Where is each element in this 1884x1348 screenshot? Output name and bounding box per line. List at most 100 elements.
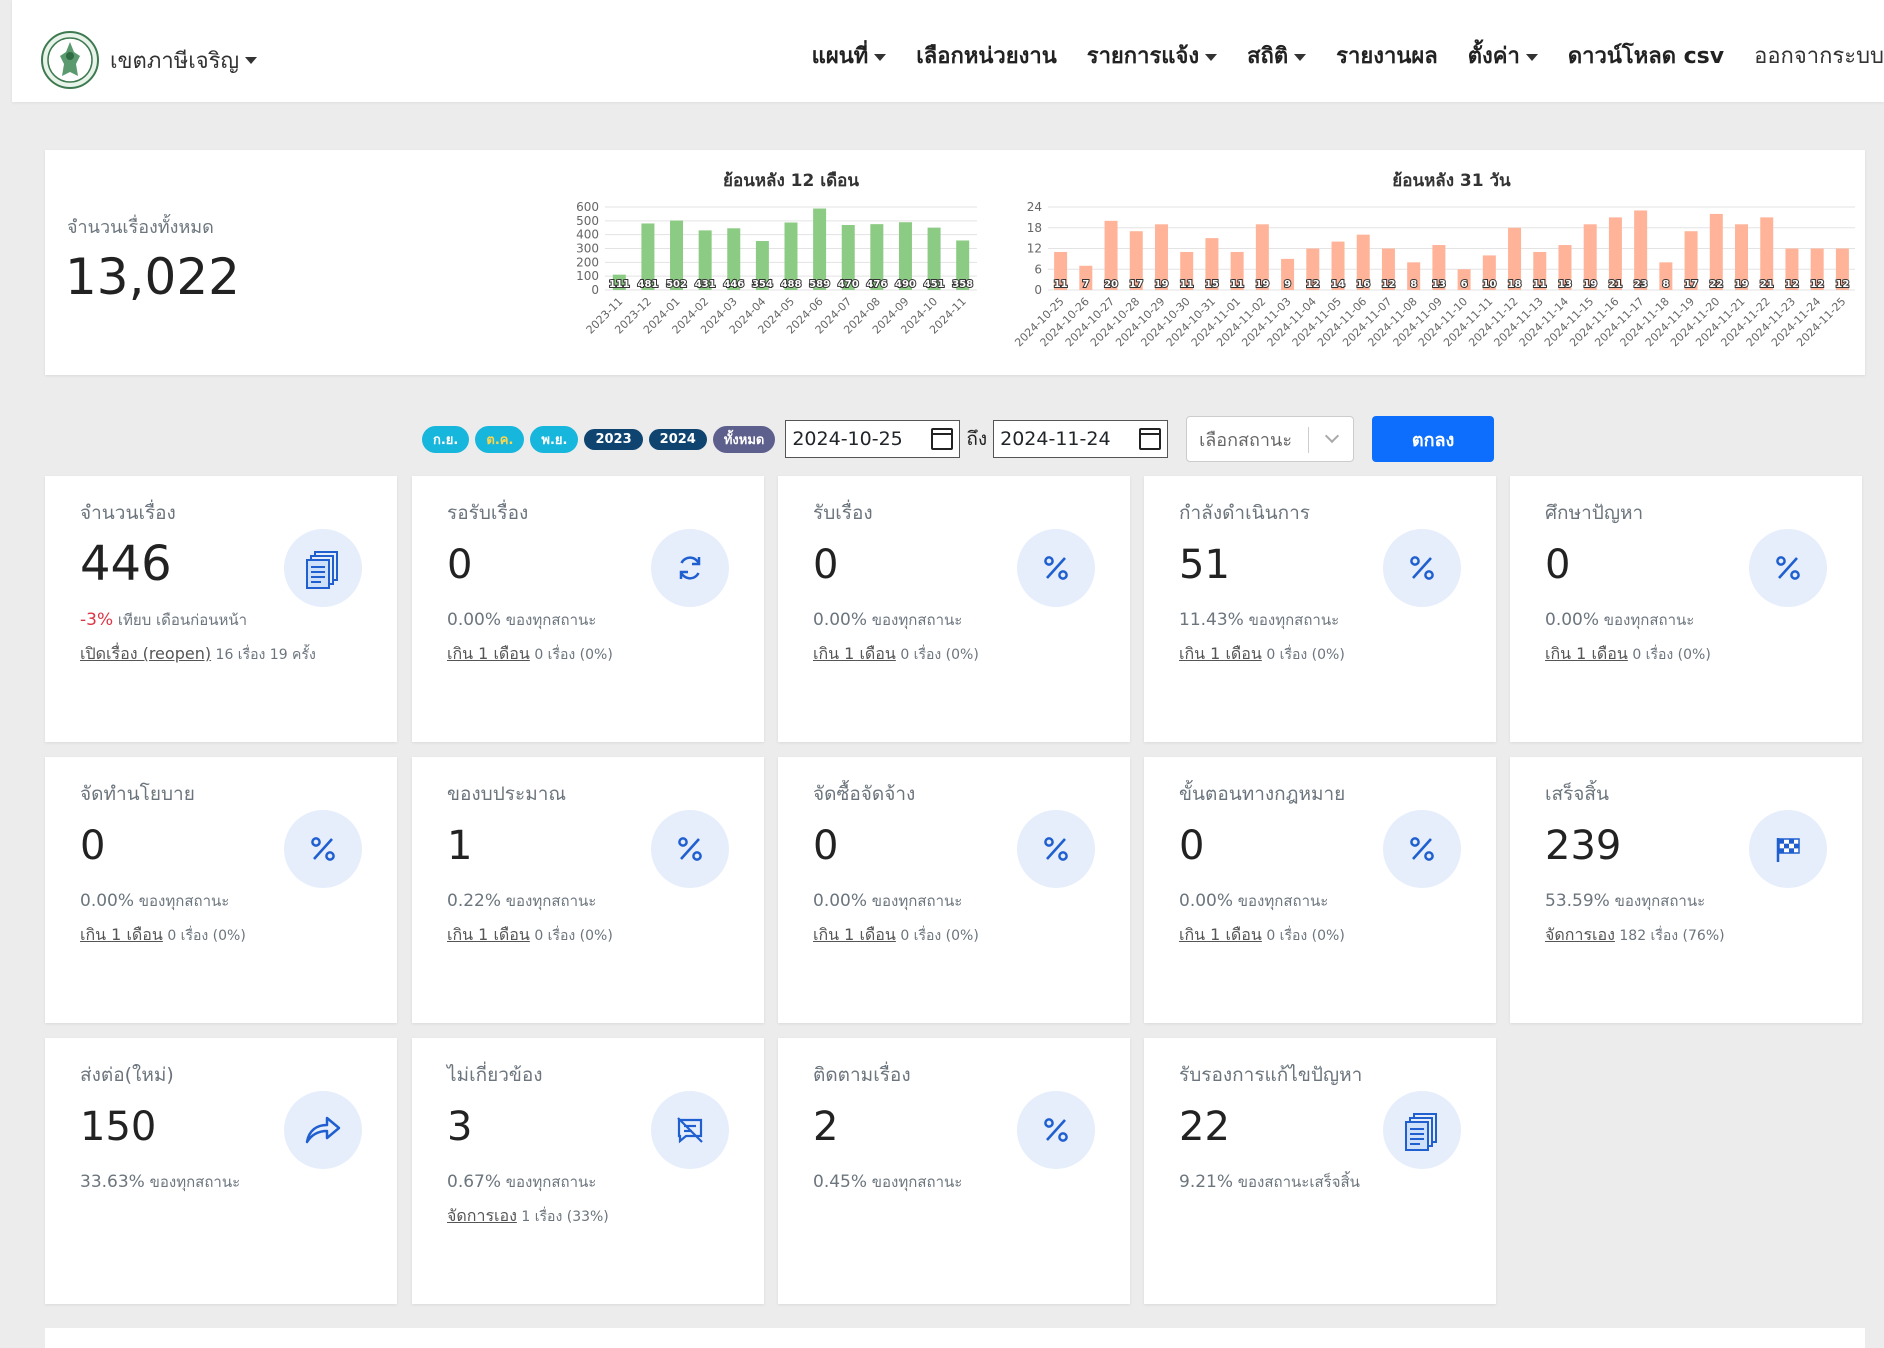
- menu-statistics[interactable]: สถิติ: [1247, 38, 1307, 73]
- brand-dropdown[interactable]: เขตภาษีเจริญ: [40, 30, 258, 90]
- filter-pill-nov[interactable]: พ.ย.: [530, 425, 579, 453]
- card-percent: 0.00% ของทุกสถานะ: [447, 608, 596, 632]
- filter-pill-2024[interactable]: 2024: [648, 428, 707, 450]
- data-label: 7: [1082, 279, 1089, 290]
- bar: [1432, 245, 1446, 290]
- percent-text: ของทุกสถานะ: [138, 892, 230, 910]
- bar: [1608, 217, 1622, 290]
- bar: [898, 222, 912, 290]
- card-value: 0: [813, 542, 839, 588]
- bar: [1508, 227, 1522, 290]
- data-label: 9: [1284, 279, 1291, 290]
- total-label: จำนวนเรื่องทั้งหมด: [67, 217, 214, 238]
- date-to-value: 2024-11-24: [1000, 428, 1111, 450]
- status-select-placeholder: เลือกสถานะ: [1199, 429, 1292, 451]
- calendar-icon[interactable]: [931, 428, 954, 450]
- percent-icon: [1749, 529, 1827, 607]
- date-to-input[interactable]: 2024-11-24: [993, 420, 1169, 458]
- bar: [727, 228, 741, 290]
- percent-text: ของทุกสถานะ: [149, 1173, 241, 1191]
- menu-settings[interactable]: ตั้งค่า: [1468, 38, 1538, 73]
- data-label: 12: [1785, 279, 1799, 290]
- card-detail-link[interactable]: เกิน 1 เดือน: [80, 925, 163, 944]
- data-label: 481: [637, 279, 658, 290]
- data-label: 111: [609, 279, 630, 290]
- card-detail-link[interactable]: จัดการเอง: [447, 1206, 517, 1225]
- percent-value: 0.00%: [1545, 610, 1600, 630]
- data-label: 502: [666, 279, 687, 290]
- status-select[interactable]: เลือกสถานะ: [1186, 416, 1355, 462]
- data-label: 490: [895, 279, 916, 290]
- bar: [1835, 248, 1849, 290]
- card-value: 2: [813, 1104, 839, 1150]
- chevron-down-icon: [1325, 428, 1340, 444]
- data-label: 22: [1709, 279, 1723, 290]
- bar: [1205, 238, 1219, 290]
- date-from-input[interactable]: 2024-10-25: [785, 420, 961, 458]
- bar: [1281, 258, 1295, 290]
- card-value: 0: [447, 542, 473, 588]
- main-menu: แผนที่ เลือกหน่วยงาน รายการแจ้ง สถิติ รา…: [782, 38, 1884, 73]
- percent-icon: [1383, 810, 1461, 888]
- percent-value: 33.63%: [80, 1172, 145, 1192]
- summary-panel: จำนวนเรื่องทั้งหมด 13,022 ย้อนหลัง 12 เด…: [45, 150, 1865, 375]
- data-label: 21: [1760, 279, 1774, 290]
- submit-button[interactable]: ตกลง: [1372, 416, 1495, 462]
- menu-results-report[interactable]: รายงานผล: [1336, 44, 1438, 69]
- bar: [1154, 224, 1168, 290]
- card-percent: 11.43% ของทุกสถานะ: [1179, 608, 1339, 632]
- card-title: ไม่เกี่ยวข้อง: [447, 1064, 543, 1086]
- filter-pill-2023[interactable]: 2023: [584, 428, 643, 450]
- card-value: 0: [80, 823, 106, 869]
- change-text: เทียบ เดือนก่อนหน้า: [117, 611, 248, 629]
- card-detail: เกิน 1 เดือน 0 เรื่อง (0%): [813, 923, 979, 948]
- card-detail-link[interactable]: เกิน 1 เดือน: [1179, 925, 1262, 944]
- data-label: 16: [1356, 279, 1370, 290]
- card-detail-text: 0 เรื่อง (0%): [1266, 647, 1345, 663]
- bar: [1760, 217, 1774, 290]
- chart-title: ย้อนหลัง 12 เดือน: [723, 170, 859, 191]
- stat-card: รับรองการแก้ไขปัญหา 22 9.21% ของสถานะเสร็จ…: [1144, 1038, 1496, 1304]
- y-tick-label: 24: [1027, 200, 1042, 214]
- card-detail-link[interactable]: เกิน 1 เดือน: [813, 925, 896, 944]
- card-detail-link[interactable]: เกิน 1 เดือน: [447, 925, 530, 944]
- data-label: 17: [1129, 279, 1143, 290]
- district-name: เขตภาษีเจริญ: [110, 48, 240, 74]
- chevron-down-icon: [1294, 53, 1307, 61]
- card-title: ของบประมาณ: [447, 783, 567, 805]
- card-detail-link[interactable]: เกิน 1 เดือน: [1545, 644, 1628, 663]
- data-label: 19: [1735, 279, 1749, 290]
- calendar-icon[interactable]: [1139, 428, 1162, 450]
- bar: [1533, 251, 1547, 290]
- chart-31-days: ย้อนหลัง 31 วัน06121824112024-10-2572024…: [1012, 171, 1855, 349]
- data-label: 19: [1155, 279, 1169, 290]
- data-label: 12: [1835, 279, 1849, 290]
- filter-pill-sep[interactable]: ก.ย.: [422, 425, 470, 453]
- card-detail-link[interactable]: จัดการเอง: [1545, 925, 1615, 944]
- menu-select-agency[interactable]: เลือกหน่วยงาน: [916, 44, 1057, 69]
- card-detail-link[interactable]: เกิน 1 เดือน: [447, 644, 530, 663]
- bar: [1634, 210, 1648, 290]
- chevron-down-icon: [245, 56, 258, 64]
- menu-download-csv[interactable]: ดาวน์โหลด csv: [1567, 44, 1725, 69]
- menu-reports-list[interactable]: รายการแจ้ง: [1087, 38, 1218, 73]
- card-detail-text: 182 เรื่อง (76%): [1619, 928, 1725, 944]
- menu-map[interactable]: แผนที่: [812, 38, 887, 73]
- menu-logout[interactable]: ออกจากระบบ: [1754, 44, 1884, 69]
- card-value: 0: [813, 823, 839, 869]
- bar: [1659, 262, 1673, 290]
- card-detail-link[interactable]: เกิน 1 เดือน: [1179, 644, 1262, 663]
- stat-card: เสร็จสิ้น 239 53.59% ของทุกสถานะ จัดการเอง …: [1510, 757, 1862, 1023]
- card-value: 0: [1545, 542, 1571, 588]
- card-detail-link[interactable]: เกิน 1 เดือน: [813, 644, 896, 663]
- filter-pill-all[interactable]: ทั้งหมด: [712, 425, 776, 453]
- card-detail-link[interactable]: เปิดเรื่อง (reopen): [80, 644, 212, 663]
- card-percent: 0.45% ของทุกสถานะ: [813, 1170, 962, 1194]
- to-label: ถึง: [966, 428, 988, 450]
- card-title: จัดทำนโยบาย: [80, 783, 195, 805]
- filter-pill-oct[interactable]: ต.ค.: [475, 425, 525, 453]
- data-label: 431: [695, 279, 716, 290]
- data-label: 19: [1255, 279, 1269, 290]
- card-percent: 33.63% ของทุกสถานะ: [80, 1170, 240, 1194]
- percent-icon: [284, 810, 362, 888]
